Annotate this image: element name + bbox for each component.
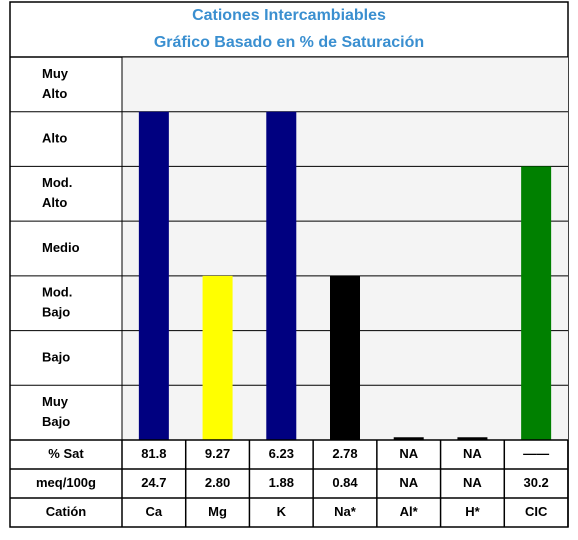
chart-subtitle: Gráfico Basado en % de Saturación xyxy=(154,34,424,51)
cell: Al* xyxy=(400,504,419,519)
cell: 9.27 xyxy=(205,446,230,461)
cell: 1.88 xyxy=(269,475,294,490)
bar xyxy=(521,166,552,440)
level-label: Alto xyxy=(42,131,67,146)
cell: 0.84 xyxy=(332,475,358,490)
cell: H* xyxy=(465,504,480,519)
level-label: Bajo xyxy=(42,349,70,364)
row-label: meq/100g xyxy=(36,475,96,490)
cell: 30.2 xyxy=(523,475,548,490)
level-label: Muy xyxy=(42,66,69,81)
level-label: Muy xyxy=(42,394,69,409)
cell: 81.8 xyxy=(141,446,166,461)
cell: CIC xyxy=(525,504,548,519)
cell: Mg xyxy=(208,504,227,519)
chart-title: Cationes Intercambiables xyxy=(192,7,386,24)
cell: 2.78 xyxy=(332,446,357,461)
cell: NA xyxy=(399,446,418,461)
cell: 24.7 xyxy=(141,475,166,490)
level-label: Bajo xyxy=(42,414,70,429)
cell: NA xyxy=(399,475,418,490)
bar xyxy=(393,437,424,440)
cell: Na* xyxy=(334,504,357,519)
cell: NA xyxy=(463,446,482,461)
level-label: Alto xyxy=(42,195,67,210)
level-label: Medio xyxy=(42,240,80,255)
cell: K xyxy=(277,504,287,519)
row-label: % Sat xyxy=(48,446,84,461)
bar xyxy=(457,437,488,440)
cell: Ca xyxy=(146,504,163,519)
bar xyxy=(266,111,297,440)
cell: 6.23 xyxy=(269,446,294,461)
cell: —— xyxy=(523,446,549,461)
bar xyxy=(330,275,360,440)
cell: NA xyxy=(463,475,482,490)
bar xyxy=(202,275,233,440)
row-label: Catión xyxy=(46,504,87,519)
level-label: Alto xyxy=(42,86,67,101)
level-label: Bajo xyxy=(42,305,70,320)
level-label: Mod. xyxy=(42,175,72,190)
bar xyxy=(138,111,169,440)
level-label: Mod. xyxy=(42,285,72,300)
cell: 2.80 xyxy=(205,475,230,490)
